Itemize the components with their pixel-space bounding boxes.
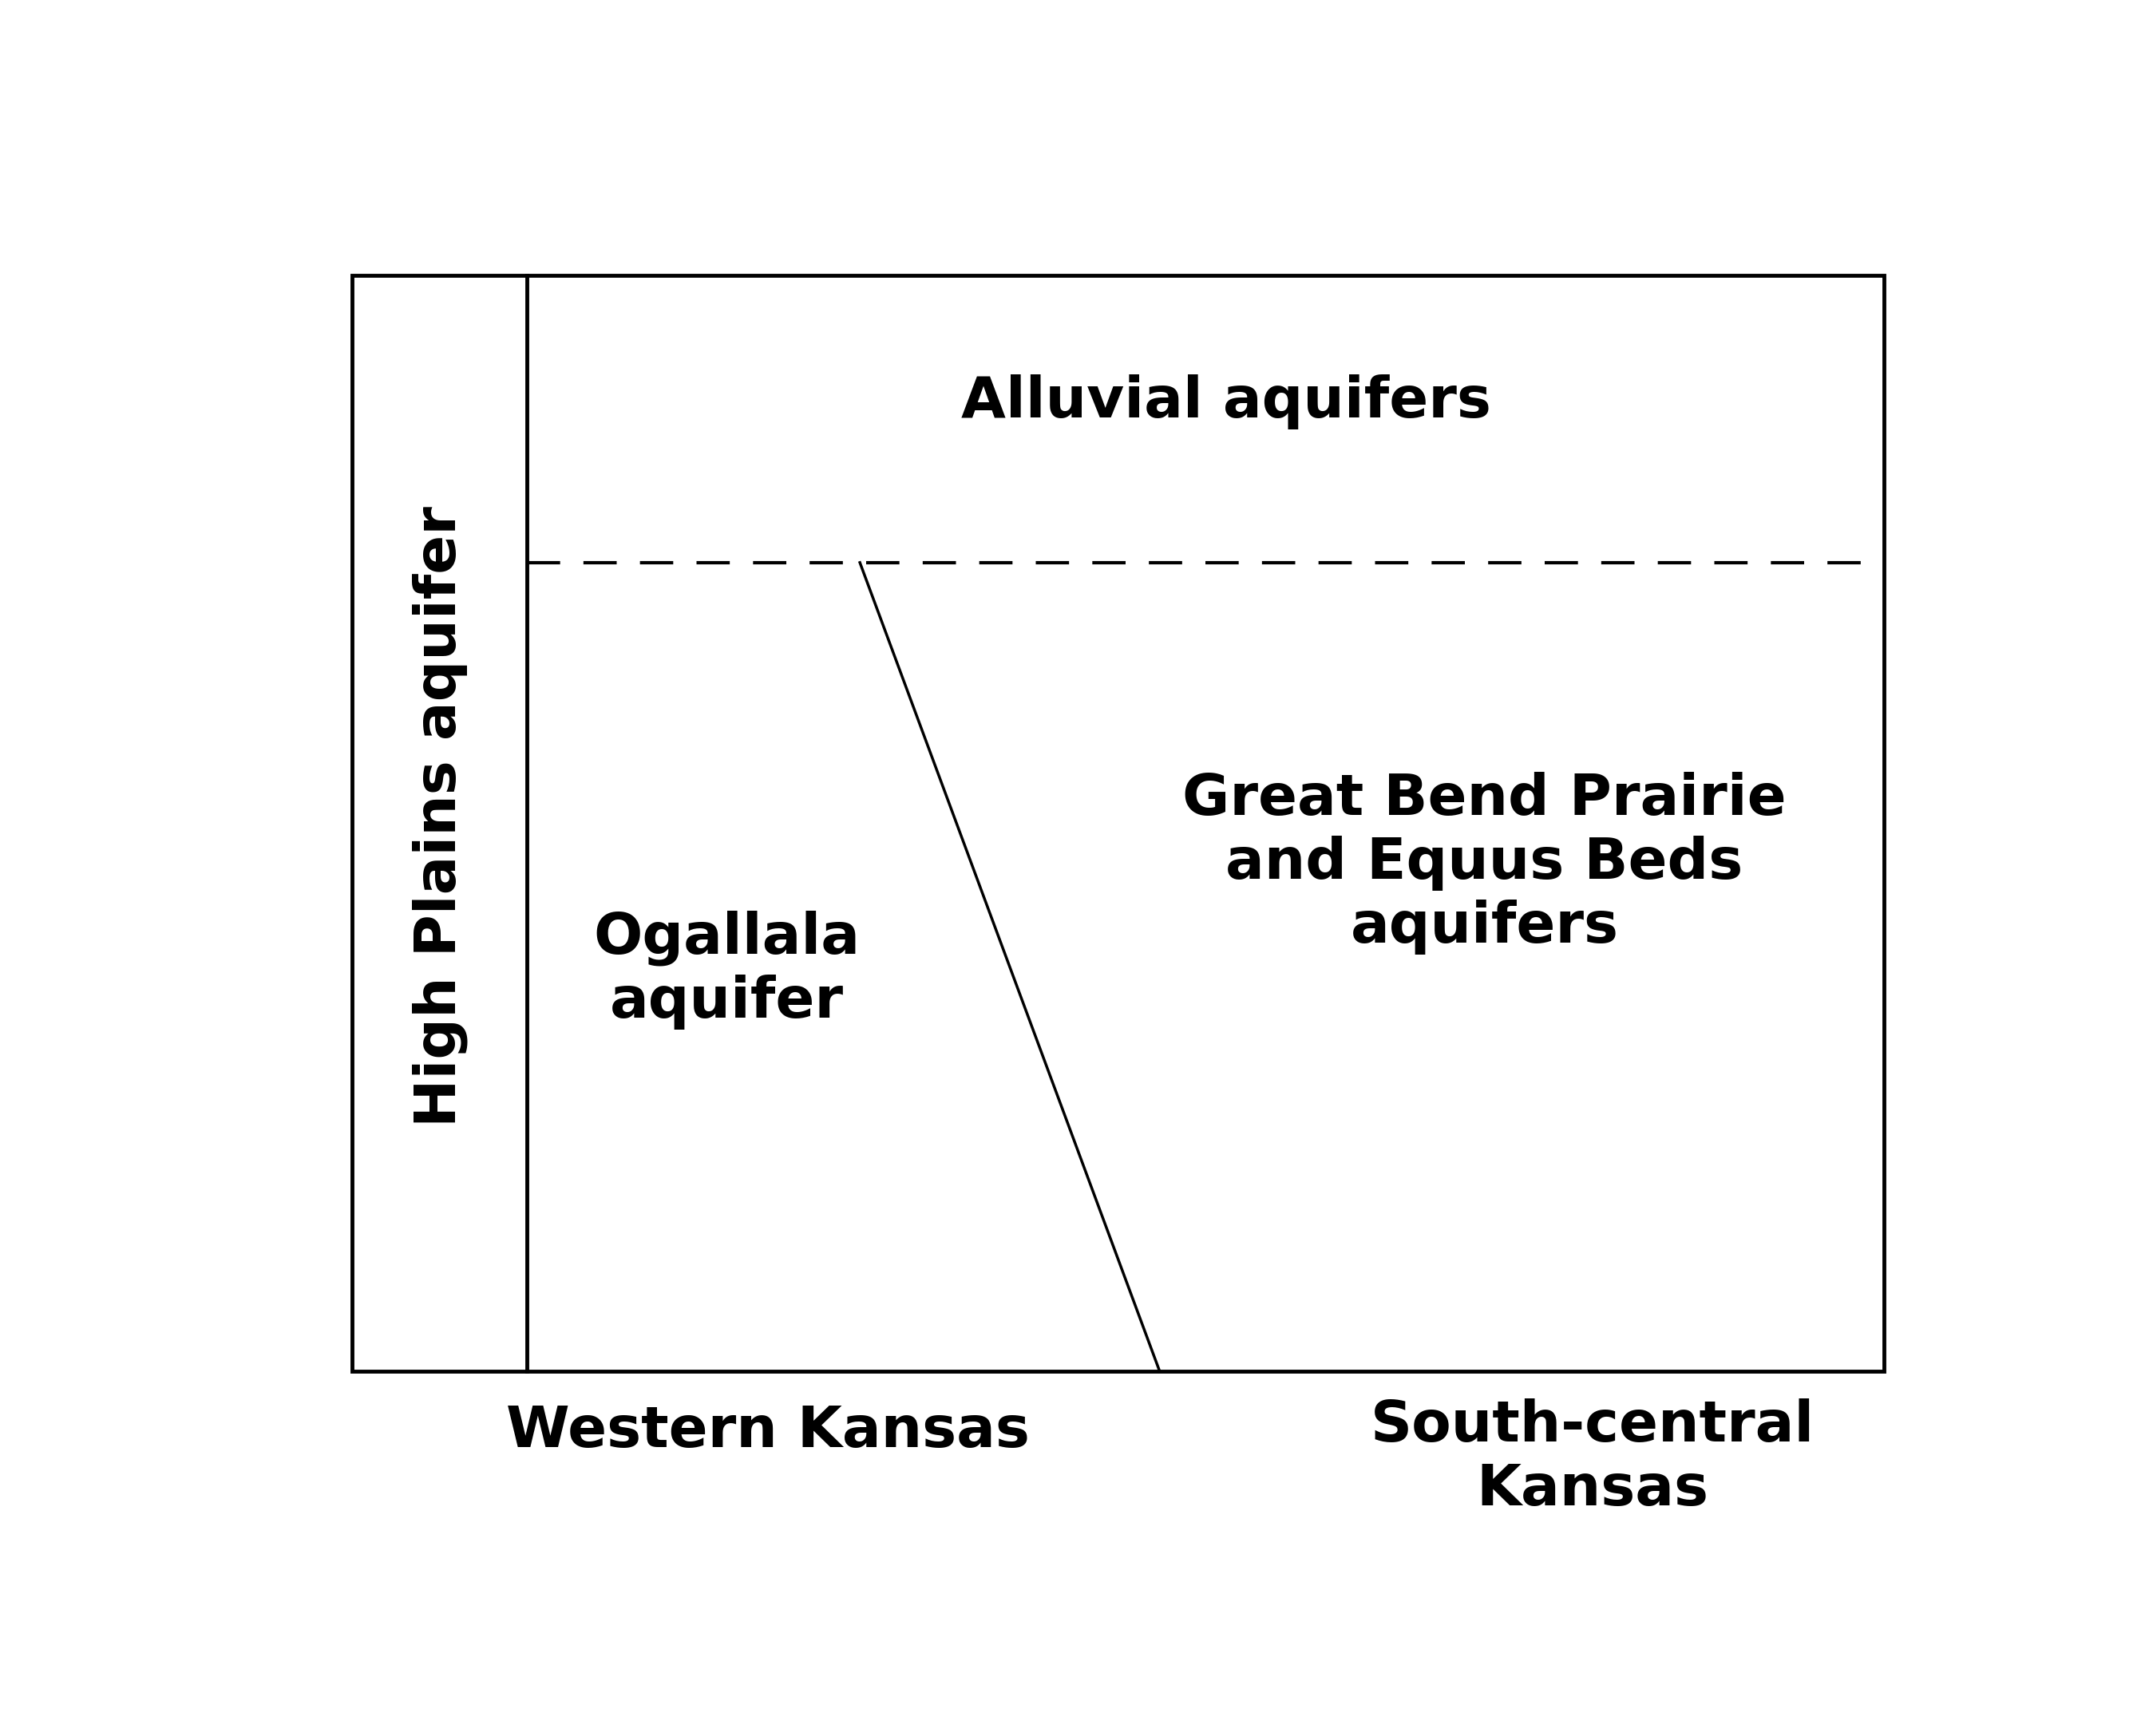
Text: Great Bend Prairie
and Equus Beds
aquifers: Great Bend Prairie and Equus Beds aquife… — [1182, 773, 1786, 955]
Text: High Plains aquifer: High Plains aquifer — [413, 507, 468, 1127]
FancyBboxPatch shape — [352, 276, 1885, 1371]
Text: South-central
Kansas: South-central Kansas — [1371, 1399, 1814, 1517]
Text: Alluvial aquifers: Alluvial aquifers — [961, 375, 1491, 431]
Text: Ogallala
aquifer: Ogallala aquifer — [593, 911, 860, 1029]
Text: Western Kansas: Western Kansas — [507, 1404, 1029, 1458]
